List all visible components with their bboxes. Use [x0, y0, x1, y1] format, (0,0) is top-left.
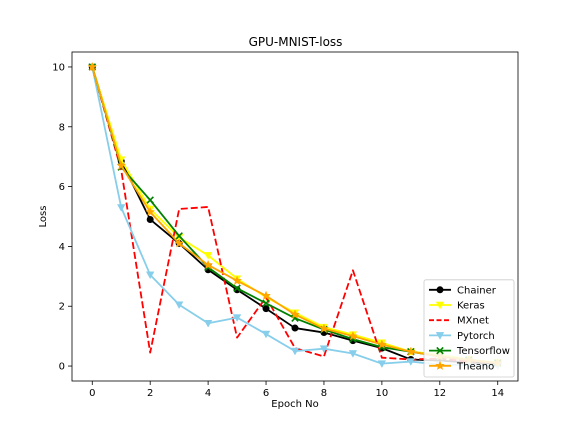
data-point: [291, 324, 299, 332]
y-tick-label: 4: [59, 242, 65, 253]
data-point: [232, 275, 243, 286]
data-point: [146, 215, 154, 223]
legend-label: Keras: [457, 301, 485, 312]
data-point: [174, 301, 184, 310]
data-point: [232, 314, 242, 322]
x-tick-label: 0: [89, 388, 95, 399]
legend-box: [423, 279, 515, 378]
legend-marker: [436, 286, 444, 294]
y-axis-label: Loss: [38, 206, 49, 228]
data-point: [145, 206, 156, 217]
x-tick-label: 12: [433, 388, 446, 399]
data-point: [290, 347, 300, 356]
data-point: [87, 61, 98, 72]
data-point: [406, 358, 416, 366]
y-tick-label: 2: [59, 302, 65, 313]
data-point: [203, 319, 213, 328]
data-point: [262, 305, 270, 313]
data-point: [376, 339, 387, 349]
chart-title: GPU-MNIST-loss: [249, 35, 343, 49]
data-point: [116, 160, 127, 170]
legend-marker: [435, 360, 445, 371]
data-point: [145, 271, 155, 280]
legend-label: Theano: [456, 361, 494, 372]
data-point: [261, 330, 271, 339]
data-point: [174, 238, 185, 248]
data-point: [347, 330, 358, 341]
data-point: [290, 309, 300, 319]
legend-label: Tensorflow: [456, 346, 510, 357]
x-tick-label: 4: [205, 388, 211, 399]
legend: Chainer Keras MXnet Pytorch Tensorflow Theano: [423, 279, 515, 378]
data-point: [261, 290, 271, 300]
legend-item: MXnet: [429, 316, 489, 327]
legend-item: Theano: [429, 360, 494, 372]
data-point: [319, 345, 329, 354]
x-tick-label: 2: [147, 388, 153, 399]
data-point: [203, 252, 213, 260]
y-tick-label: 0: [59, 362, 65, 373]
x-tick-label: 8: [321, 388, 327, 399]
x-axis-label: Epoch No: [271, 399, 318, 410]
data-point: [203, 259, 214, 270]
x-tick-label: 14: [491, 388, 504, 399]
data-point: [319, 323, 329, 333]
y-tick-label: 6: [59, 182, 65, 193]
data-point: [175, 232, 183, 240]
legend-item: Keras: [429, 301, 485, 312]
x-tick-label: 6: [263, 388, 269, 399]
legend-marker: [436, 346, 444, 355]
legend-marker: [435, 301, 445, 310]
data-point: [146, 196, 154, 204]
y-tick-label: 10: [52, 62, 65, 73]
y-axis-ticks: 0 2 4 6 8 10: [52, 62, 72, 373]
y-tick-label: 8: [59, 122, 65, 133]
data-point: [262, 299, 270, 308]
data-point: [377, 360, 387, 368]
data-point: [233, 284, 241, 293]
data-point: [348, 350, 358, 358]
legend-item: Chainer: [429, 285, 497, 296]
x-axis-ticks: 0 2 4 6 8 10 12 14: [89, 381, 504, 399]
legend-item: Tensorflow: [429, 346, 510, 357]
plot-frame: [71, 51, 519, 382]
legend-label: Chainer: [457, 285, 497, 296]
data-point: [405, 346, 416, 356]
x-tick-label: 10: [376, 388, 389, 399]
legend-label: MXnet: [457, 316, 489, 327]
legend-item: Pytorch: [429, 331, 495, 342]
legend-label: Pytorch: [457, 331, 495, 342]
legend-marker: [435, 332, 445, 340]
data-point: [117, 204, 126, 212]
